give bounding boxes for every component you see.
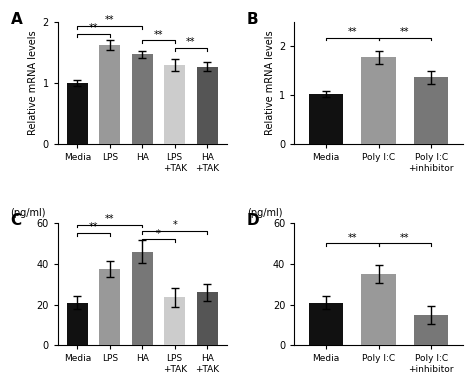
Bar bbox=[132, 54, 153, 144]
Text: **: ** bbox=[347, 233, 357, 243]
Text: **: ** bbox=[105, 214, 115, 224]
Bar bbox=[361, 57, 396, 144]
Text: (pg/ml): (pg/ml) bbox=[10, 208, 46, 218]
Text: (pg/ml): (pg/ml) bbox=[247, 208, 283, 218]
Bar bbox=[414, 315, 448, 345]
Text: B: B bbox=[247, 12, 258, 27]
Bar bbox=[309, 303, 343, 345]
Bar bbox=[309, 94, 343, 144]
Bar bbox=[361, 274, 396, 345]
Text: C: C bbox=[10, 213, 22, 228]
Bar bbox=[197, 292, 218, 345]
Bar bbox=[164, 298, 185, 345]
Text: *: * bbox=[172, 220, 177, 230]
Text: **: ** bbox=[400, 27, 410, 37]
Y-axis label: Relative mRNA levels: Relative mRNA levels bbox=[264, 31, 275, 136]
Text: **: ** bbox=[89, 223, 98, 233]
Text: D: D bbox=[247, 213, 260, 228]
Bar bbox=[67, 303, 88, 345]
Text: **: ** bbox=[89, 23, 98, 33]
Bar bbox=[67, 83, 88, 144]
Bar bbox=[197, 67, 218, 144]
Bar bbox=[164, 65, 185, 144]
Y-axis label: Relative mRNA levels: Relative mRNA levels bbox=[28, 31, 38, 136]
Bar bbox=[99, 269, 120, 345]
Bar bbox=[132, 251, 153, 345]
Text: **: ** bbox=[154, 30, 163, 40]
Bar bbox=[414, 77, 448, 144]
Text: **: ** bbox=[400, 233, 410, 243]
Text: A: A bbox=[10, 12, 22, 27]
Text: **: ** bbox=[347, 27, 357, 37]
Text: **: ** bbox=[186, 37, 196, 47]
Text: *: * bbox=[156, 229, 161, 239]
Bar bbox=[99, 45, 120, 144]
Text: **: ** bbox=[105, 15, 115, 25]
